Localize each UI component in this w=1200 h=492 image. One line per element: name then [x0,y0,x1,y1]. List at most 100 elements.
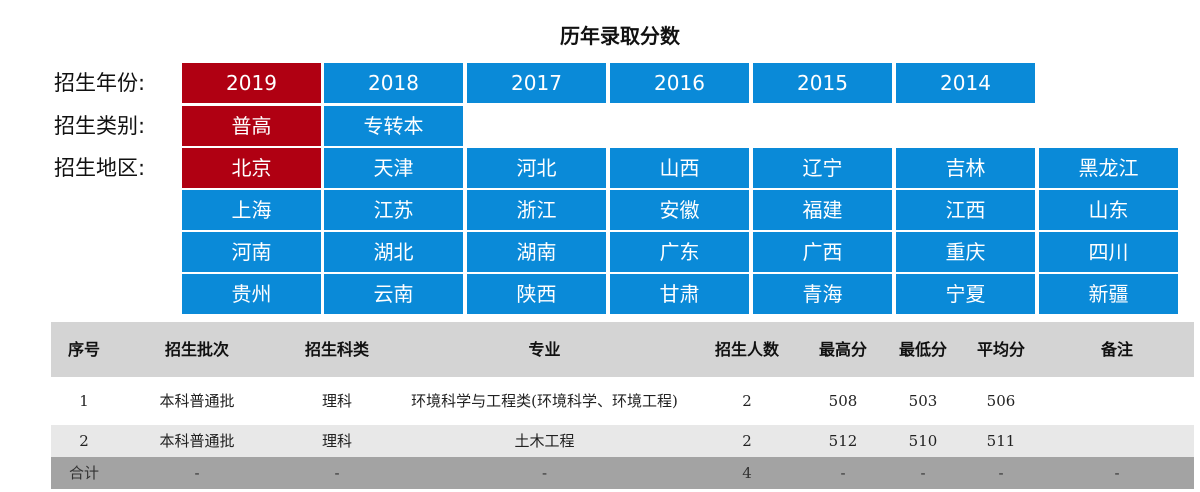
region-label: 招生地区: [54,156,146,180]
col-index: 1 [51,377,117,425]
region-option[interactable]: 辽宁 [753,148,892,188]
row-cell: 环境科学与工程类(环境科学、环境工程) [411,392,678,410]
total-cell: - [541,464,548,482]
total-cell: 4 [742,464,752,482]
col-batch: 本科普通批 [117,425,277,457]
region-option[interactable]: 江西 [896,190,1035,230]
col-max-score: 508 [802,377,884,425]
total-cell: - [840,464,846,482]
col-subject: 理科 [277,377,397,425]
header-cell: 备注 [1100,339,1133,359]
region-option[interactable]: 山西 [610,148,749,188]
region-option[interactable]: 北京 [182,148,321,188]
col-index: 序号 [51,322,117,377]
row-cell: 2 [742,392,752,410]
region-option[interactable]: 重庆 [896,232,1035,272]
col-min-score: 503 [884,377,962,425]
row-cell: 510 [908,432,938,450]
col-avg-score: 511 [962,425,1040,457]
region-option[interactable]: 甘肃 [610,274,749,314]
score-table: 序号 招生批次 招生科类 专业 招生人数 最高分 最低分 平均分 备注 1 本科普通批 理科 环境科学… [51,322,1194,489]
region-option[interactable]: 广西 [753,232,892,272]
region-option[interactable]: 吉林 [896,148,1035,188]
region-option[interactable]: 江苏 [324,190,463,230]
col-min-score: 最低分 [884,322,962,377]
row-cell: 508 [828,392,858,410]
region-option[interactable]: 河北 [467,148,606,188]
region-option[interactable]: 湖南 [467,232,606,272]
region-option[interactable]: 青海 [753,274,892,314]
col-remark: - [1040,457,1194,489]
row-cell: 理科 [321,392,352,410]
col-remark [1040,377,1194,425]
table-row: 2 本科普通批 理科 土木工程 2 512 510 511 [51,425,1194,457]
row-cell: 2 [79,432,89,450]
year-option[interactable]: 2019 [182,63,321,103]
total-cell: - [920,464,926,482]
header-cell: 专业 [528,339,561,359]
header-cell: 招生人数 [714,339,779,359]
year-option[interactable]: 2015 [753,63,892,103]
col-major: 专业 [397,322,692,377]
row-cell: 土木工程 [514,432,575,450]
region-option[interactable]: 新疆 [1039,274,1178,314]
region-option[interactable]: 浙江 [467,190,606,230]
region-option[interactable]: 上海 [182,190,321,230]
year-option[interactable]: 2016 [610,63,749,103]
total-cell: - [998,464,1004,482]
col-min-score: - [884,457,962,489]
year-option[interactable]: 2018 [324,63,463,103]
table-header: 序号 招生批次 招生科类 专业 招生人数 最高分 最低分 平均分 备注 [51,322,1194,377]
year-option[interactable]: 2017 [467,63,606,103]
region-option[interactable]: 贵州 [182,274,321,314]
category-option[interactable]: 普高 [182,106,321,146]
total-cell: - [334,464,340,482]
col-batch: - [117,457,277,489]
col-max-score: 最高分 [802,322,884,377]
header-cell: 最低分 [898,339,947,359]
col-enrollment: 招生人数 [692,322,802,377]
col-max-score: 512 [802,425,884,457]
row-cell: 503 [908,392,938,410]
region-option[interactable]: 云南 [324,274,463,314]
header-cell: 招生批次 [164,339,229,359]
year-option[interactable]: 2014 [896,63,1035,103]
col-enrollment: 2 [692,425,802,457]
col-index: 合计 [51,457,117,489]
col-enrollment: 4 [692,457,802,489]
region-option[interactable]: 安徽 [610,190,749,230]
region-option[interactable]: 黑龙江 [1039,148,1178,188]
header-cell: 平均分 [976,339,1025,359]
region-option[interactable]: 广东 [610,232,749,272]
col-major: 环境科学与工程类(环境科学、环境工程) [397,377,692,425]
region-option[interactable]: 湖北 [324,232,463,272]
col-subject: - [277,457,397,489]
row-cell: 本科普通批 [159,392,235,410]
table-row: 1 本科普通批 理科 环境科学与工程类(环境科学、环境工程) 2 508 503 506 [51,377,1194,425]
row-cell: 512 [828,432,858,450]
region-option[interactable]: 山东 [1039,190,1178,230]
col-index: 2 [51,425,117,457]
col-remark [1040,425,1194,457]
col-batch: 招生批次 [117,322,277,377]
col-subject: 招生科类 [277,322,397,377]
region-option[interactable]: 河南 [182,232,321,272]
row-cell: 理科 [321,432,352,450]
col-min-score: 510 [884,425,962,457]
row-cell: 1 [79,392,89,410]
region-option[interactable]: 四川 [1039,232,1178,272]
region-option[interactable]: 宁夏 [896,274,1035,314]
col-avg-score: 506 [962,377,1040,425]
row-cell: 本科普通批 [159,432,235,450]
year-label: 招生年份: [54,71,146,95]
region-option[interactable]: 福建 [753,190,892,230]
region-option[interactable]: 陕西 [467,274,606,314]
region-option[interactable]: 天津 [324,148,463,188]
col-avg-score: 平均分 [962,322,1040,377]
col-subject: 理科 [277,425,397,457]
total-cell: 合计 [68,464,99,482]
category-option[interactable]: 专转本 [324,106,463,146]
col-enrollment: 2 [692,377,802,425]
total-cell: - [1114,464,1120,482]
col-major: - [397,457,692,489]
